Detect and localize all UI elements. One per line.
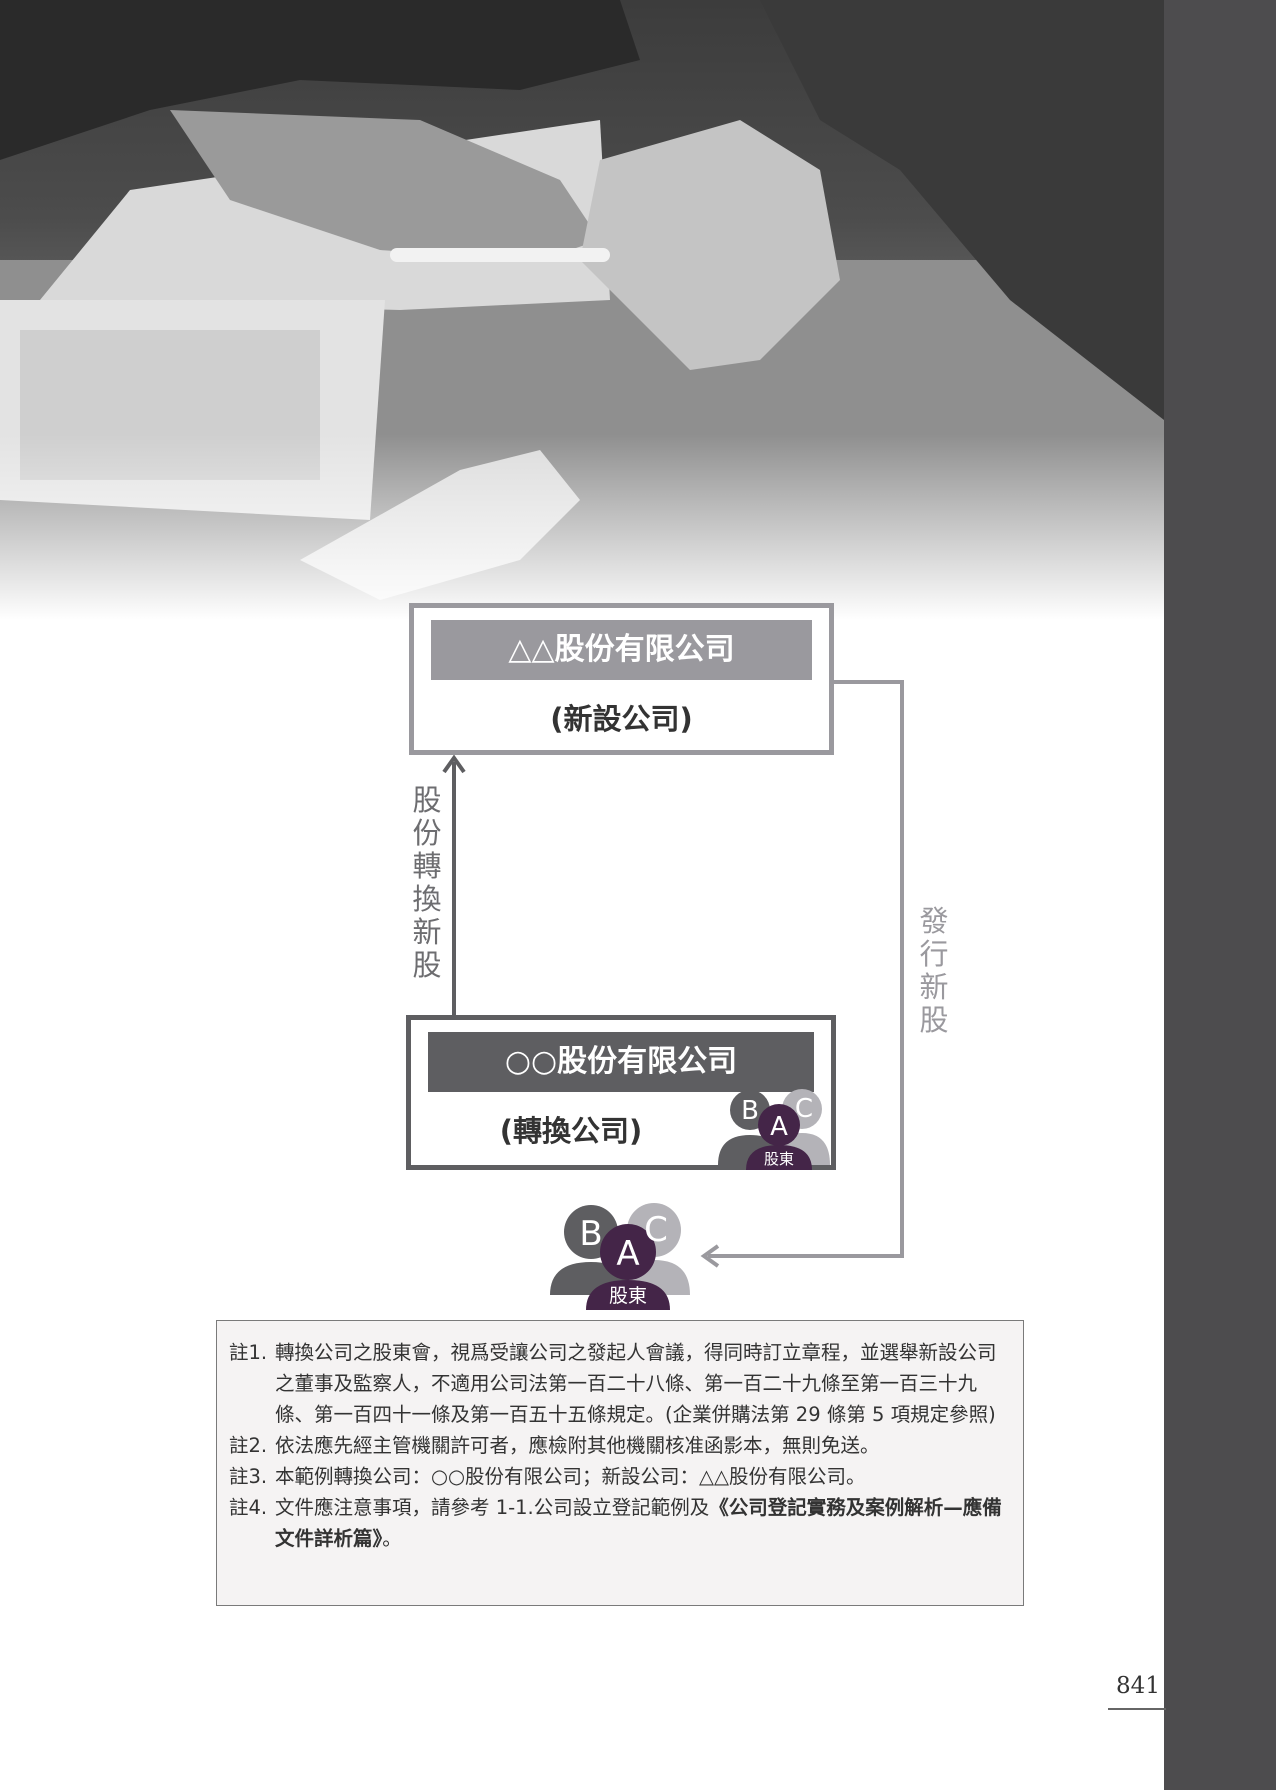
- note-text: 文件應注意事項，請參考 1-1.公司設立登記範例及《公司登記實務及案例解析—應備…: [275, 1496, 1002, 1550]
- shareholder-label: 股東: [764, 1150, 794, 1168]
- note-number: 註1.: [229, 1341, 268, 1364]
- shareholder-letter-b: B: [579, 1214, 602, 1254]
- note-number: 註4.: [229, 1496, 268, 1519]
- photo-illustration: [0, 0, 1164, 620]
- convert-shares-label: 股 份 轉 換 新 股: [412, 783, 442, 982]
- note-number: 註3.: [229, 1465, 268, 1488]
- page-number-rule: [1108, 1708, 1166, 1710]
- note-item: 註1. 轉換公司之股東會，視爲受讓公司之發起人會議，得同時訂立章程，並選舉新設公…: [229, 1337, 1011, 1430]
- page-number: 841: [1116, 1673, 1160, 1699]
- note-item: 註3. 本範例轉換公司：○○股份有限公司；新設公司：△△股份有限公司。: [229, 1461, 1011, 1492]
- note-text: 轉換公司之股東會，視爲受讓公司之發起人會議，得同時訂立章程，並選舉新設公司之董事…: [275, 1341, 997, 1426]
- shareholders-large-icon: B C A 股東: [550, 1203, 690, 1310]
- issue-arrow-line: [708, 680, 904, 1258]
- note-number: 註2.: [229, 1434, 268, 1457]
- shareholder-letter-b: B: [741, 1096, 759, 1126]
- converting-company-role: (轉換公司): [499, 1114, 643, 1148]
- note-item: 註2. 依法應先經主管機關許可者，應檢附其他機關核准函影本，無則免送。: [229, 1430, 1011, 1461]
- converting-company-name: ○○股份有限公司: [428, 1032, 814, 1092]
- reference-book-title: 《公司登記實務及案例解析—應備文件詳析篇》: [275, 1496, 1002, 1550]
- issue-arrow-head: [700, 1244, 720, 1268]
- note-item: 註4. 文件應注意事項，請參考 1-1.公司設立登記範例及《公司登記實務及案例解…: [229, 1492, 1011, 1554]
- issue-shares-label: 發 行 新 股: [919, 904, 949, 1037]
- convert-arrow-head: [442, 754, 466, 774]
- note-text: 本範例轉換公司：○○股份有限公司；新設公司：△△股份有限公司。: [275, 1465, 866, 1488]
- page-sidebar: [1164, 0, 1276, 1790]
- header-photo: [0, 0, 1164, 620]
- shareholder-letter-a: A: [616, 1234, 639, 1274]
- shareholders-small-icon: B C A 股東: [718, 1089, 830, 1170]
- new-company-role: (新設公司): [550, 702, 693, 736]
- note-text: 依法應先經主管機關許可者，應檢附其他機關核准函影本，無則免送。: [275, 1434, 880, 1457]
- shareholder-letter-a: A: [770, 1112, 788, 1142]
- new-company-box: △△股份有限公司 (新設公司): [409, 603, 834, 755]
- new-company-name: △△股份有限公司: [431, 620, 812, 680]
- shareholder-label: 股東: [609, 1285, 647, 1307]
- shareholder-letter-c: C: [644, 1210, 668, 1250]
- notes-box: 註1. 轉換公司之股東會，視爲受讓公司之發起人會議，得同時訂立章程，並選舉新設公…: [216, 1320, 1024, 1606]
- shareholder-letter-c: C: [795, 1094, 813, 1124]
